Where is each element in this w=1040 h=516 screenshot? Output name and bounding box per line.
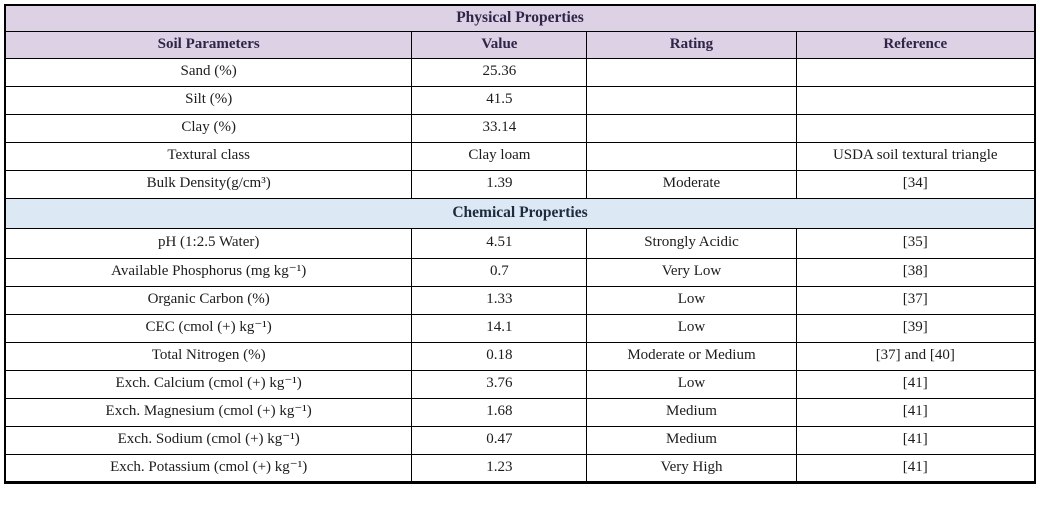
cell-rating: Medium: [586, 397, 797, 427]
soil-properties-table: Physical Properties Soil Parameters Value R…: [4, 4, 1036, 484]
cell-value: 4.51: [411, 227, 588, 259]
cell-parameter: Exch. Calcium (cmol (+) kg⁻¹): [4, 369, 413, 399]
cell-parameter: Organic Carbon (%): [4, 285, 413, 315]
cell-rating: Strongly Acidic: [586, 227, 797, 259]
cell-reference: [41]: [795, 369, 1036, 399]
cell-rating: [586, 85, 797, 115]
section-title: Chemical Properties: [4, 197, 1036, 229]
table-row: Exch. Magnesium (cmol (+) kg⁻¹) 1.68 Mediu…: [4, 397, 1036, 427]
cell-value: 1.33: [411, 285, 588, 315]
cell-rating: Medium: [586, 425, 797, 455]
cell-value: 41.5: [411, 85, 588, 115]
cell-reference: [37] and [40]: [795, 341, 1036, 371]
cell-rating: Moderate: [586, 169, 797, 199]
cell-rating: Very Low: [586, 257, 797, 287]
table-row: Available Phosphorus (mg kg⁻¹) 0.7 Very Lo…: [4, 257, 1036, 287]
column-header-rating: Rating: [586, 30, 797, 59]
cell-reference: [41]: [795, 453, 1036, 483]
column-header-soil-parameters: Soil Parameters: [4, 30, 413, 59]
cell-rating: [586, 113, 797, 143]
cell-rating: Very High: [586, 453, 797, 483]
cell-parameter: Exch. Magnesium (cmol (+) kg⁻¹): [4, 397, 413, 427]
cell-reference: USDA soil textural triangle: [795, 141, 1036, 171]
cell-reference: [37]: [795, 285, 1036, 315]
table-row: Exch. Potassium (cmol (+) kg⁻¹) 1.23 Very …: [4, 453, 1036, 483]
section-header-row: Physical Properties: [4, 4, 1036, 32]
cell-value: 1.39: [411, 169, 588, 199]
table-row: Organic Carbon (%) 1.33 Low [37]: [4, 285, 1036, 315]
cell-value: 3.76: [411, 369, 588, 399]
cell-rating: [586, 141, 797, 171]
cell-reference: [41]: [795, 397, 1036, 427]
section-blue: Chemical Properties pH (1:2.5 Water) 4.51 S…: [4, 197, 1036, 483]
section-header-row: Chemical Properties: [4, 197, 1036, 229]
table-row: Bulk Density(g/cm³) 1.39 Moderate [34]: [4, 169, 1036, 199]
cell-reference: [39]: [795, 313, 1036, 343]
cell-value: 0.47: [411, 425, 588, 455]
table-row: Sand (%) 25.36: [4, 57, 1036, 87]
cell-parameter: Silt (%): [4, 85, 413, 115]
cell-parameter: CEC (cmol (+) kg⁻¹): [4, 313, 413, 343]
cell-rating: Moderate or Medium: [586, 341, 797, 371]
cell-parameter: Total Nitrogen (%): [4, 341, 413, 371]
table-row: Textural class Clay loam USDA soil textura…: [4, 141, 1036, 171]
cell-value: 25.36: [411, 57, 588, 87]
cell-reference: [795, 85, 1036, 115]
section-title: Physical Properties: [4, 4, 1036, 32]
column-header-value: Value: [411, 30, 588, 59]
cell-value: 0.18: [411, 341, 588, 371]
cell-rating: [586, 57, 797, 87]
table-row: pH (1:2.5 Water) 4.51 Strongly Acidic [35]: [4, 227, 1036, 259]
table-row: Clay (%) 33.14: [4, 113, 1036, 143]
cell-parameter: Exch. Potassium (cmol (+) kg⁻¹): [4, 453, 413, 483]
table-row: CEC (cmol (+) kg⁻¹) 14.1 Low [39]: [4, 313, 1036, 343]
cell-value: 14.1: [411, 313, 588, 343]
cell-parameter: Clay (%): [4, 113, 413, 143]
table-row: Exch. Sodium (cmol (+) kg⁻¹) 0.47 Medium [4…: [4, 425, 1036, 455]
cell-reference: [35]: [795, 227, 1036, 259]
section-purple: Physical Properties Soil Parameters Value R…: [4, 4, 1036, 199]
cell-value: 33.14: [411, 113, 588, 143]
cell-parameter: Available Phosphorus (mg kg⁻¹): [4, 257, 413, 287]
cell-value: Clay loam: [411, 141, 588, 171]
cell-parameter: Bulk Density(g/cm³): [4, 169, 413, 199]
cell-value: 1.68: [411, 397, 588, 427]
cell-rating: Low: [586, 313, 797, 343]
column-header-row: Soil Parameters Value Rating Reference: [4, 30, 1036, 59]
column-header-reference: Reference: [795, 30, 1036, 59]
cell-reference: [41]: [795, 425, 1036, 455]
cell-reference: [795, 57, 1036, 87]
cell-parameter: pH (1:2.5 Water): [4, 227, 413, 259]
table-row: Total Nitrogen (%) 0.18 Moderate or Medium…: [4, 341, 1036, 371]
cell-parameter: Textural class: [4, 141, 413, 171]
cell-rating: Low: [586, 369, 797, 399]
table-row: Silt (%) 41.5: [4, 85, 1036, 115]
table-row: Exch. Calcium (cmol (+) kg⁻¹) 3.76 Low [41]: [4, 369, 1036, 399]
cell-reference: [34]: [795, 169, 1036, 199]
cell-value: 1.23: [411, 453, 588, 483]
cell-reference: [795, 113, 1036, 143]
cell-parameter: Exch. Sodium (cmol (+) kg⁻¹): [4, 425, 413, 455]
cell-value: 0.7: [411, 257, 588, 287]
cell-rating: Low: [586, 285, 797, 315]
cell-parameter: Sand (%): [4, 57, 413, 87]
cell-reference: [38]: [795, 257, 1036, 287]
